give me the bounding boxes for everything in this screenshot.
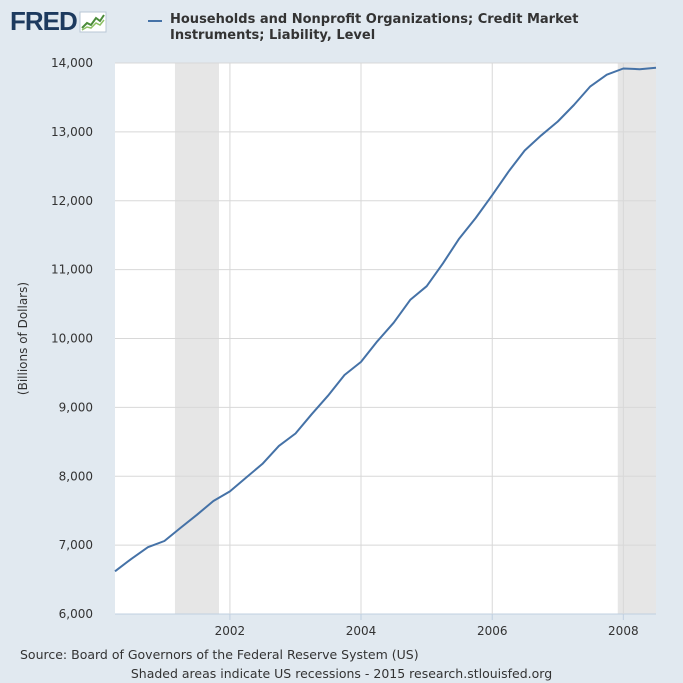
y-tick-label: 13,000	[51, 125, 93, 139]
y-tick-label: 11,000	[51, 263, 93, 277]
source-note: Source: Board of Governors of the Federa…	[20, 647, 419, 662]
y-tick-label: 9,000	[59, 400, 93, 414]
y-tick-label: 12,000	[51, 194, 93, 208]
fred-logo[interactable]: FRED	[10, 6, 107, 37]
x-tick-label: 2008	[608, 624, 639, 638]
trend-chart-icon	[79, 11, 107, 32]
x-tick-label: 2002	[215, 624, 246, 638]
y-tick-label: 8,000	[59, 469, 93, 483]
recession-note: Shaded areas indicate US recessions - 20…	[130, 666, 553, 681]
x-tick-label: 2006	[477, 624, 508, 638]
y-tick-label: 7,000	[59, 538, 93, 552]
series-line	[114, 66, 657, 573]
legend-swatch	[148, 20, 162, 22]
y-tick-label: 10,000	[51, 332, 93, 346]
x-tick-label: 2004	[346, 624, 377, 638]
fred-logo-text: FRED	[10, 6, 78, 36]
y-tick-label: 14,000	[51, 56, 93, 70]
legend-label: Households and Nonprofit Organizations; …	[170, 12, 579, 43]
chart-legend: Households and Nonprofit Organizations; …	[148, 12, 668, 44]
y-tick-label: 6,000	[59, 607, 93, 621]
y-axis-title: (Billions of Dollars)	[16, 282, 30, 395]
